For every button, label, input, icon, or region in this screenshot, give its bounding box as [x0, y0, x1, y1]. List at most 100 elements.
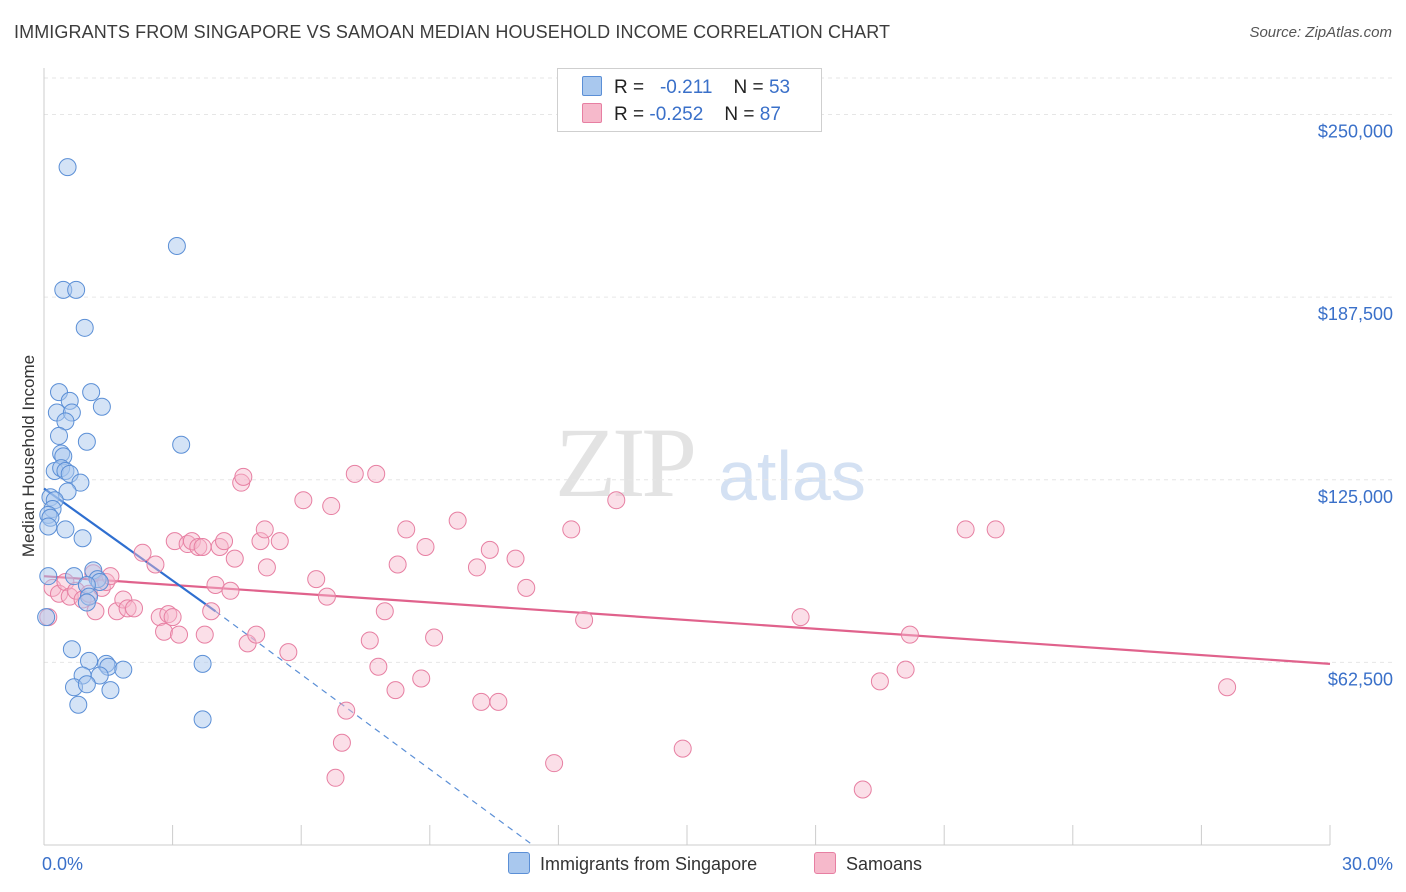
point-samoans [322, 497, 341, 516]
point-samoans [125, 599, 144, 618]
point-singapore [56, 520, 75, 539]
legend-n-label: N = [733, 77, 764, 98]
point-samoans [416, 537, 435, 556]
point-samoans [270, 532, 289, 551]
point-singapore [92, 397, 111, 416]
trend-lines [43, 487, 1331, 846]
point-samoans [133, 543, 152, 562]
point-singapore [101, 681, 120, 700]
point-samoans [870, 672, 889, 691]
point-samoans [472, 692, 491, 711]
point-samoans [326, 768, 345, 787]
point-samoans [294, 491, 313, 510]
legend-r-label: R = [614, 104, 645, 125]
watermark-zip: ZIP [555, 407, 697, 518]
axes [43, 68, 1331, 846]
point-samoans [1218, 678, 1237, 697]
point-samoans [956, 520, 975, 539]
point-samoans [251, 532, 270, 551]
point-samoans [193, 537, 212, 556]
bottom-legend-swatch-singapore [508, 852, 530, 874]
bottom-legend-label-singapore: Immigrants from Singapore [540, 854, 758, 874]
point-samoans [332, 733, 351, 752]
legend-row-samoans: R = -0.252 N = 87 [582, 103, 781, 125]
point-samoans [489, 692, 508, 711]
point-samoans [234, 467, 253, 486]
point-samoans [360, 631, 379, 650]
point-samoans [791, 608, 810, 627]
point-singapore [71, 473, 90, 492]
point-singapore [50, 426, 69, 445]
point-samoans [206, 575, 225, 594]
point-samoans [673, 739, 692, 758]
point-singapore [58, 158, 77, 177]
point-samoans [369, 657, 388, 676]
point-samoans [506, 549, 525, 568]
y-tick-label: $250,000 [1318, 122, 1393, 142]
point-samoans [155, 622, 174, 641]
point-singapore [67, 280, 86, 299]
point-samoans [279, 643, 298, 662]
point-samoans [480, 540, 499, 559]
point-samoans [345, 464, 364, 483]
point-samoans [448, 511, 467, 530]
point-singapore [77, 593, 96, 612]
y-axis-title: Median Household Income [19, 355, 38, 557]
point-singapore [167, 237, 186, 256]
point-singapore [39, 517, 58, 536]
point-samoans [50, 584, 69, 603]
point-samoans [195, 625, 214, 644]
point-singapore [114, 660, 133, 679]
point-singapore [82, 383, 101, 402]
point-samoans [118, 599, 137, 618]
point-samoans [896, 660, 915, 679]
point-singapore [193, 654, 212, 673]
data-points [37, 158, 1237, 799]
point-samoans [397, 520, 416, 539]
point-samoans [225, 549, 244, 568]
legend-n-value: 87 [759, 104, 781, 125]
bottom-legend-label-samoans: Samoans [846, 854, 923, 874]
point-samoans [545, 754, 564, 773]
point-singapore [62, 640, 81, 659]
point-samoans [257, 558, 276, 577]
point-samoans [853, 780, 872, 799]
point-samoans [307, 570, 326, 589]
point-samoans [607, 491, 626, 510]
legend-row-singapore: R = -0.211 N = 53 [582, 76, 790, 98]
legend-swatch-singapore [582, 76, 602, 96]
axis-labels: $62,500 $125,000 $187,500 $250,000 0.0% 30.0% [42, 122, 1393, 874]
point-samoans [114, 590, 133, 609]
point-samoans [170, 625, 189, 644]
point-samoans [215, 532, 234, 551]
point-singapore [39, 567, 58, 586]
point-samoans [202, 602, 221, 621]
point-samoans [412, 669, 431, 688]
point-samoans [163, 608, 182, 627]
point-samoans [900, 625, 919, 644]
point-samoans [986, 520, 1005, 539]
y-tick-label: $62,500 [1328, 669, 1393, 689]
legend-n-value: 53 [768, 77, 791, 98]
point-singapore [69, 695, 88, 714]
point-singapore [172, 435, 191, 454]
point-samoans [337, 701, 356, 720]
y-tick-label: $125,000 [1318, 487, 1393, 507]
point-singapore [75, 318, 94, 337]
trendline-singapore [43, 487, 217, 613]
watermark-atlas: atlas [718, 437, 866, 515]
point-samoans [562, 520, 581, 539]
chart-source: Source: ZipAtlas.com [1249, 24, 1392, 41]
point-samoans [107, 602, 126, 621]
point-samoans [189, 537, 208, 556]
bottom-legend-singapore: Immigrants from Singapore [508, 852, 757, 875]
point-samoans [388, 555, 407, 574]
point-singapore [73, 529, 92, 548]
point-singapore [193, 710, 212, 729]
point-singapore [58, 482, 77, 501]
bottom-legend-swatch-samoans [814, 852, 836, 874]
x-tick-label: 30.0% [1342, 854, 1393, 874]
legend-r-value: -0.211 [659, 77, 713, 98]
point-samoans [575, 611, 594, 630]
